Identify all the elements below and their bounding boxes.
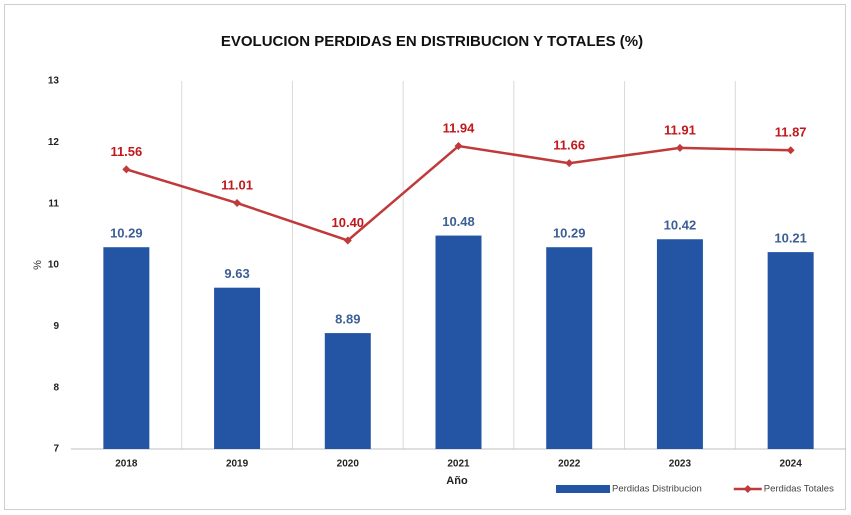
x-axis-label: Año xyxy=(446,475,468,487)
y-tick-label: 12 xyxy=(48,137,60,148)
line-marker xyxy=(565,159,574,168)
line-value-label: 10.40 xyxy=(332,215,365,230)
y-tick-label: 7 xyxy=(53,444,59,455)
bar xyxy=(324,333,371,449)
y-tick-label: 13 xyxy=(48,76,60,87)
bar xyxy=(103,247,150,449)
bar-value-label: 8.89 xyxy=(335,312,360,327)
x-tick-label: 2020 xyxy=(337,459,360,470)
line-value-label: 11.56 xyxy=(110,144,142,159)
bar-value-label: 10.48 xyxy=(442,214,475,229)
bar-value-label: 9.63 xyxy=(224,266,249,281)
bar xyxy=(546,247,593,449)
x-tick-label: 2019 xyxy=(226,459,249,470)
bar-value-label: 10.29 xyxy=(553,226,586,241)
legend-label: Perdidas Totales xyxy=(764,484,834,495)
legend-label: Perdidas Distribucion xyxy=(612,484,702,495)
line-marker xyxy=(122,165,131,174)
line-marker xyxy=(233,199,242,208)
bar xyxy=(767,252,814,449)
chart-title: EVOLUCION PERDIDAS EN DISTRIBUCION Y TOT… xyxy=(221,33,643,50)
line-value-label: 11.87 xyxy=(775,125,807,140)
line-value-label: 11.91 xyxy=(664,122,696,137)
y-tick-label: 10 xyxy=(48,260,60,271)
line-value-label: 11.01 xyxy=(221,177,253,192)
line-marker xyxy=(786,146,795,155)
bar xyxy=(656,239,703,449)
line-value-label: 11.66 xyxy=(553,138,585,153)
bar xyxy=(435,235,482,449)
x-tick-label: 2018 xyxy=(115,459,138,470)
line-marker xyxy=(675,143,684,152)
line-marker xyxy=(343,236,352,245)
x-tick-label: 2021 xyxy=(447,459,470,470)
legend-swatch xyxy=(556,485,610,493)
x-tick-label: 2023 xyxy=(669,459,692,470)
legend-marker xyxy=(743,485,752,493)
x-tick-label: 2024 xyxy=(780,459,803,470)
y-tick-label: 9 xyxy=(53,321,59,332)
bar-value-label: 10.42 xyxy=(664,218,697,233)
y-tick-label: 11 xyxy=(48,198,59,209)
line-value-label: 11.94 xyxy=(443,120,476,135)
bar xyxy=(214,287,261,449)
bar-value-label: 10.21 xyxy=(774,231,807,246)
y-axis-label: % xyxy=(32,260,44,270)
x-tick-label: 2022 xyxy=(558,459,581,470)
bar-value-label: 10.29 xyxy=(110,226,143,241)
line-marker xyxy=(454,142,463,151)
y-tick-label: 8 xyxy=(53,382,59,393)
